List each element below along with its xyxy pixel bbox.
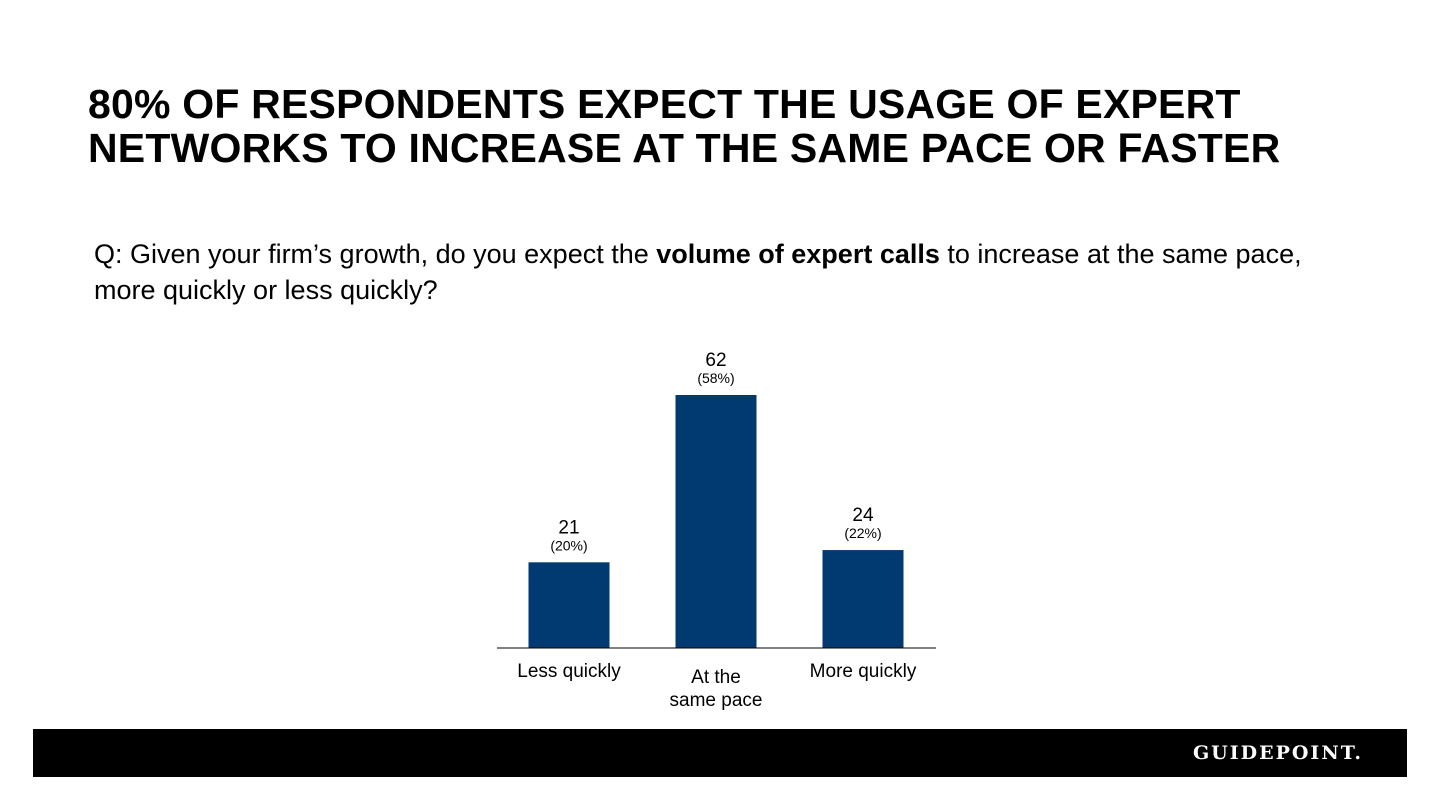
bar-value-label: 62 bbox=[705, 350, 726, 371]
bar-percent-label: (22%) bbox=[844, 525, 881, 541]
x-tick-label: More quickly bbox=[810, 661, 917, 682]
bar bbox=[675, 395, 757, 648]
bar bbox=[528, 562, 610, 648]
guidepoint-logo: GUIDEPOINT. bbox=[1192, 742, 1363, 764]
question-suffix: to increase at the same pace, more quick… bbox=[94, 239, 1302, 305]
bar-value-label: 21 bbox=[558, 517, 579, 538]
bar-percent-label: (58%) bbox=[697, 370, 734, 386]
slide-title: 80% OF RESPONDENTS EXPECT THE USAGE OF E… bbox=[88, 82, 1368, 170]
question-emphasis: volume of expert calls bbox=[656, 239, 940, 269]
bar-value-label: 24 bbox=[852, 505, 874, 526]
bar-percent-label: (20%) bbox=[550, 537, 587, 553]
slide-title-line-2: NETWORKS TO INCREASE AT THE SAME PACE OR… bbox=[88, 125, 1281, 171]
x-tick-label: At the bbox=[691, 667, 741, 688]
x-tick-label: Less quickly bbox=[517, 661, 621, 682]
footer-bar: GUIDEPOINT. bbox=[33, 729, 1407, 777]
question-prefix: Q: Given your firm’s growth, do you expe… bbox=[94, 239, 657, 269]
slide-title-line-1: 80% OF RESPONDENTS EXPECT THE USAGE OF E… bbox=[88, 81, 1241, 127]
bar bbox=[822, 550, 904, 648]
bars-layer bbox=[528, 395, 904, 648]
survey-question: Q: Given your firm’s growth, do you expe… bbox=[94, 236, 1334, 308]
x-tick-label: same pace bbox=[670, 690, 763, 711]
